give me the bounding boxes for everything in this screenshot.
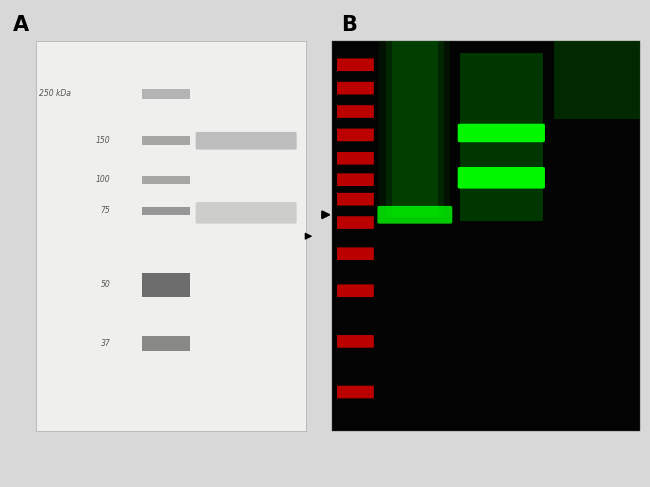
FancyBboxPatch shape	[337, 216, 374, 229]
Text: 250 kDa: 250 kDa	[39, 90, 71, 98]
FancyBboxPatch shape	[458, 124, 545, 142]
Bar	[142, 176, 190, 184]
FancyBboxPatch shape	[337, 386, 374, 398]
Bar	[385, 41, 444, 217]
FancyBboxPatch shape	[337, 129, 374, 141]
FancyBboxPatch shape	[337, 105, 374, 118]
Bar	[460, 53, 543, 221]
Bar	[36, 41, 306, 431]
FancyBboxPatch shape	[337, 173, 374, 186]
Bar	[392, 41, 438, 217]
Bar	[554, 41, 640, 119]
FancyBboxPatch shape	[337, 247, 374, 260]
Text: 75: 75	[101, 206, 111, 215]
Bar	[142, 336, 190, 351]
Bar	[142, 89, 190, 99]
Bar	[460, 53, 543, 221]
FancyBboxPatch shape	[378, 206, 452, 224]
Text: B: B	[341, 15, 357, 35]
FancyBboxPatch shape	[337, 152, 374, 165]
FancyBboxPatch shape	[337, 284, 374, 297]
FancyBboxPatch shape	[337, 58, 374, 71]
FancyBboxPatch shape	[458, 167, 545, 188]
Text: 100: 100	[96, 175, 110, 184]
Text: 50: 50	[101, 281, 111, 289]
FancyBboxPatch shape	[337, 82, 374, 94]
FancyBboxPatch shape	[337, 335, 374, 348]
Text: 150: 150	[96, 136, 110, 145]
Text: A: A	[13, 15, 29, 35]
Bar	[142, 136, 190, 145]
FancyBboxPatch shape	[196, 132, 296, 150]
Bar	[142, 273, 190, 297]
FancyBboxPatch shape	[196, 202, 296, 224]
FancyBboxPatch shape	[337, 193, 374, 206]
Text: 37: 37	[101, 339, 111, 348]
Bar	[380, 41, 450, 217]
Bar	[332, 41, 640, 431]
Bar	[460, 53, 543, 221]
Bar	[142, 206, 190, 215]
